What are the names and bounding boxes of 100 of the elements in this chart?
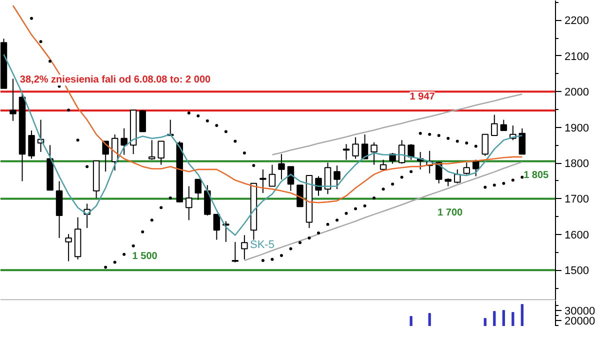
point	[511, 178, 514, 182]
candlestick	[352, 136, 359, 160]
candlestick	[260, 168, 266, 194]
ref-line-label: 1 805	[524, 170, 550, 182]
point	[76, 138, 80, 142]
point	[502, 182, 506, 185]
y-tick-label: 2000	[564, 86, 589, 99]
candlestick	[491, 114, 498, 136]
point	[215, 124, 218, 127]
candlestick	[342, 144, 350, 160]
point	[39, 40, 42, 44]
ref-line-label: 1 700	[438, 208, 463, 219]
point	[520, 176, 524, 179]
point	[336, 218, 339, 222]
point	[484, 186, 487, 189]
point	[234, 140, 237, 143]
candlestick	[120, 128, 128, 156]
candlestick	[139, 110, 146, 132]
point	[280, 254, 283, 257]
candlestick	[186, 186, 192, 221]
point	[474, 144, 478, 148]
candlestick	[232, 241, 239, 263]
point	[113, 260, 116, 264]
point	[354, 207, 358, 210]
point	[150, 218, 154, 222]
point	[372, 196, 376, 200]
point	[168, 196, 172, 200]
point	[456, 140, 459, 143]
candlestick	[65, 234, 72, 262]
candlestick	[28, 130, 35, 160]
point	[86, 165, 89, 168]
candlestick	[324, 162, 332, 195]
point	[206, 119, 209, 122]
point	[196, 114, 200, 118]
point	[67, 108, 70, 112]
point	[30, 16, 34, 20]
y-tick-label: 1700	[564, 194, 589, 206]
point	[160, 206, 163, 210]
y-tick-label: 2100	[564, 50, 589, 63]
y-tick-label: 20000	[564, 316, 596, 328]
line-series	[272, 93, 523, 156]
point	[344, 212, 348, 215]
y-tick-label: 30000	[564, 306, 596, 318]
point	[465, 142, 468, 144]
point	[261, 259, 264, 262]
candlestick	[194, 178, 202, 200]
point	[363, 204, 366, 208]
point	[410, 170, 413, 174]
ref-line-label: 1 947	[410, 92, 436, 102]
candlestick	[10, 78, 16, 122]
candlestick	[158, 140, 164, 166]
candlestick	[408, 144, 414, 160]
candlestick	[315, 176, 322, 196]
line-series	[244, 161, 523, 262]
candlestick	[204, 184, 211, 216]
point	[308, 236, 311, 240]
candlestick	[241, 234, 248, 260]
candlestick	[268, 164, 276, 187]
candlestick	[518, 128, 526, 155]
y-tick-label: 1500	[564, 265, 589, 278]
candlestick	[102, 140, 109, 172]
ref-line-label: 1 500	[132, 251, 158, 262]
candlestick	[482, 134, 489, 156]
point	[317, 232, 320, 234]
point	[298, 241, 302, 244]
candlestick	[278, 154, 285, 180]
point	[326, 222, 330, 226]
candlestick	[370, 142, 378, 166]
point	[270, 258, 274, 261]
point	[122, 252, 126, 256]
point	[418, 132, 422, 135]
point	[224, 130, 228, 134]
candlestick	[500, 119, 508, 131]
point	[437, 134, 440, 137]
point	[48, 60, 52, 63]
point	[391, 182, 394, 186]
ref-line-label: 38,2% zniesienia fali od 6.08.08 to: 2 000	[20, 74, 212, 86]
candlestick	[334, 165, 340, 190]
candlestick	[463, 162, 470, 175]
point	[382, 188, 385, 191]
y-tick-label: 1600	[564, 229, 589, 242]
y-tick-label: 2200	[564, 15, 589, 28]
point	[242, 152, 246, 154]
point	[289, 247, 292, 250]
line-series	[12, 4, 523, 204]
point	[141, 230, 144, 234]
point	[104, 266, 108, 269]
y-tick-label: 1900	[564, 122, 589, 134]
point	[428, 132, 432, 136]
candlestick	[148, 140, 156, 160]
candlestick	[213, 214, 220, 240]
candlestick	[296, 184, 304, 208]
series-label: SK-5	[250, 239, 274, 252]
point	[446, 136, 450, 140]
point	[400, 176, 404, 179]
point	[252, 164, 256, 167]
y-tick-label: 1800	[564, 158, 589, 170]
point	[132, 244, 135, 248]
point	[492, 184, 496, 187]
point	[187, 112, 190, 114]
